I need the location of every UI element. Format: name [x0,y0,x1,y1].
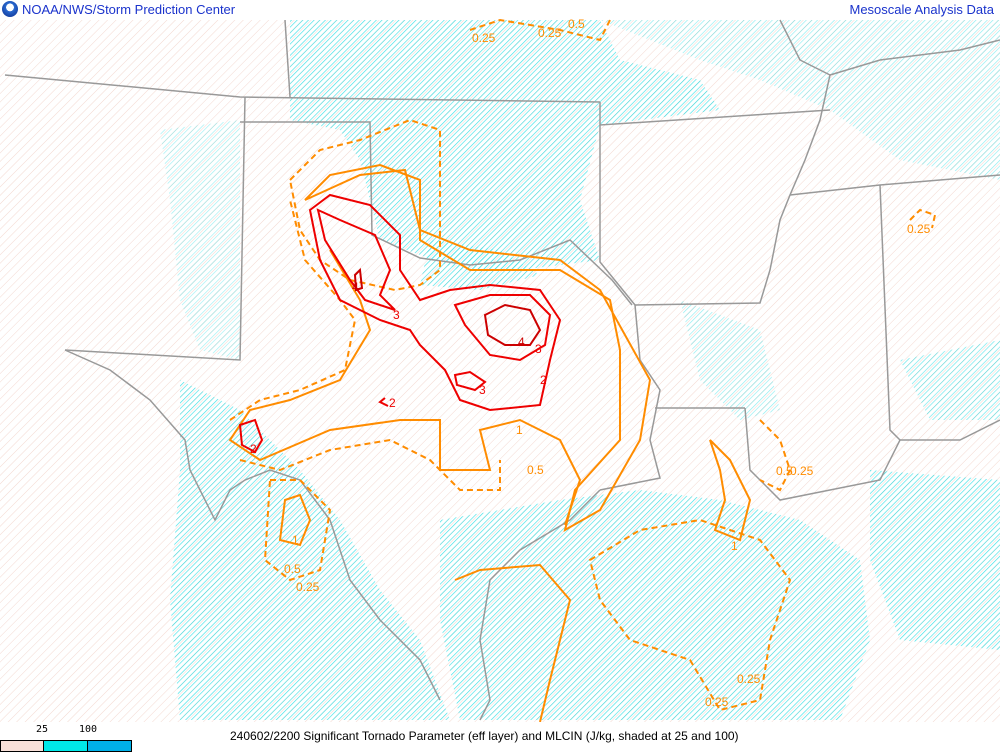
cin-shading [160,20,1000,720]
stp-contours [228,18,937,722]
legend-tick: 25 [36,724,49,735]
contour-label: 0.25 [737,672,761,686]
map-caption: 240602/2200 Significant Tornado Paramete… [230,729,739,743]
contour-label: 0.25 [296,580,320,594]
map-canvas: 0.25 0.25 0.5 0.25 4 3 4 3 2 3 2 2 1 0.5… [0,17,1000,722]
noaa-logo-icon [2,1,18,17]
contour-label: 0.5 [527,463,544,477]
header-left: NOAA/NWS/Storm Prediction Center [2,1,235,17]
contour-label: 0.5 [284,562,301,576]
contour-label: 4 [518,335,525,349]
contour-label: 1 [292,533,299,547]
contour-label: 4 [352,280,359,294]
legend-swatch-100 [87,740,132,752]
state-boundaries [4,19,1000,721]
contour-label: 0.5 [568,17,585,31]
contour-label: 0.25 [705,695,729,709]
contour-label: 1 [516,423,523,437]
contour-label: 0.25 [907,222,931,236]
footer: 25 100 240602/2200 Significant Tornado P… [0,722,1000,752]
contour-label: 3 [393,308,400,322]
contour-label: 1 [731,539,738,553]
contour-label: 0.25 [472,31,496,45]
contour-label: 0.25 [538,26,562,40]
contour-label: 0.25 [790,464,814,478]
contour-labels: 0.25 0.25 0.5 0.25 4 3 4 3 2 3 2 2 1 0.5… [250,17,931,709]
header-right-title: Mesoscale Analysis Data [849,2,994,17]
contour-label: 2 [389,396,396,410]
contour-label: 3 [479,383,486,397]
contour-label: 2 [540,373,547,387]
legend-swatch-low [0,740,43,752]
legend-swatch-25 [43,740,88,752]
header-title: NOAA/NWS/Storm Prediction Center [22,1,236,17]
legend-tick: 100 [79,724,98,735]
contour-label: 0.5 [776,464,793,478]
contour-label: 3 [535,342,542,356]
contour-label: 2 [250,442,257,456]
